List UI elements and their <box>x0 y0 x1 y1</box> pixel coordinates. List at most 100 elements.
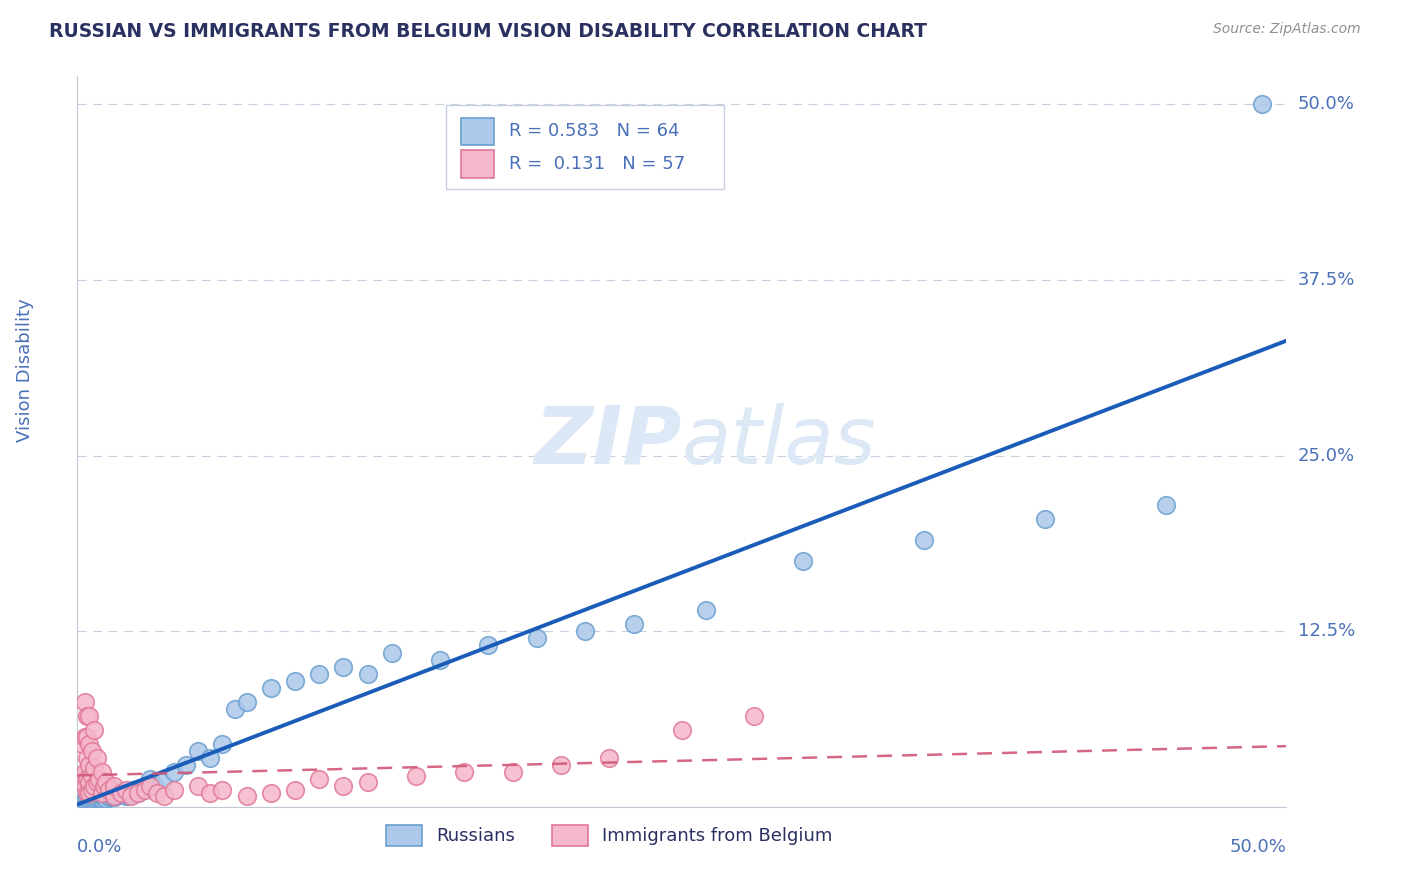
Text: 50.0%: 50.0% <box>1298 95 1354 113</box>
Text: R = 0.583   N = 64: R = 0.583 N = 64 <box>509 122 679 140</box>
Point <box>792 554 814 568</box>
Text: R =  0.131   N = 57: R = 0.131 N = 57 <box>509 155 685 173</box>
Point <box>110 786 132 800</box>
Point <box>100 781 122 797</box>
Point <box>356 666 378 681</box>
Point <box>83 779 105 793</box>
Text: RUSSIAN VS IMMIGRANTS FROM BELGIUM VISION DISABILITY CORRELATION CHART: RUSSIAN VS IMMIGRANTS FROM BELGIUM VISIO… <box>49 22 927 41</box>
Point <box>332 779 354 793</box>
Text: Source: ZipAtlas.com: Source: ZipAtlas.com <box>1213 22 1361 37</box>
Point <box>211 783 233 797</box>
Point <box>526 632 548 646</box>
Point <box>107 788 129 802</box>
Point <box>96 792 118 806</box>
Point <box>79 708 101 723</box>
Point <box>235 695 257 709</box>
Point <box>120 789 142 803</box>
Point <box>97 783 120 797</box>
Point <box>550 758 572 772</box>
Point <box>90 792 112 806</box>
Point <box>405 769 427 783</box>
Point <box>139 772 162 786</box>
Point <box>76 772 98 786</box>
Point <box>200 751 222 765</box>
Point <box>73 793 96 807</box>
Point <box>453 765 475 780</box>
Point <box>93 788 115 802</box>
Point <box>70 772 93 786</box>
Point <box>80 793 103 807</box>
Point <box>93 790 115 805</box>
Point <box>381 646 404 660</box>
Point <box>502 765 524 780</box>
Point <box>150 775 173 789</box>
Text: Vision Disability: Vision Disability <box>15 298 34 442</box>
Point <box>671 723 693 737</box>
Point <box>308 772 330 786</box>
Point <box>477 639 499 653</box>
Point <box>146 786 169 800</box>
Point <box>122 783 145 797</box>
Point <box>86 789 108 803</box>
Point <box>76 786 98 800</box>
Point <box>211 737 233 751</box>
Point <box>90 786 112 800</box>
Point <box>356 775 378 789</box>
Point <box>86 775 108 789</box>
Point <box>90 789 112 803</box>
Point <box>73 779 96 793</box>
Point <box>87 786 110 800</box>
Point <box>284 783 307 797</box>
Point <box>79 758 101 772</box>
Point <box>103 790 125 805</box>
Point <box>87 792 110 806</box>
FancyBboxPatch shape <box>461 151 495 178</box>
Point <box>83 723 105 737</box>
Point <box>174 758 197 772</box>
Point <box>96 775 118 789</box>
Point <box>120 786 142 800</box>
Point <box>308 666 330 681</box>
Point <box>86 751 108 765</box>
Point <box>96 785 118 799</box>
Point <box>93 779 115 793</box>
Text: 12.5%: 12.5% <box>1298 623 1355 640</box>
Point <box>73 765 96 780</box>
Text: 50.0%: 50.0% <box>1230 838 1286 855</box>
Point <box>153 789 176 803</box>
Point <box>695 603 717 617</box>
Point <box>134 783 156 797</box>
Point <box>87 772 110 786</box>
Point <box>117 788 139 802</box>
Point <box>235 789 257 803</box>
Point <box>79 793 101 807</box>
Point <box>598 751 620 765</box>
Point <box>1033 512 1056 526</box>
Point <box>76 730 98 744</box>
Legend: Russians, Immigrants from Belgium: Russians, Immigrants from Belgium <box>378 818 839 853</box>
Point <box>332 659 354 673</box>
Point <box>224 702 246 716</box>
Point <box>80 769 103 783</box>
Point <box>574 624 596 639</box>
Point <box>114 789 136 803</box>
Text: ZIP: ZIP <box>534 402 682 481</box>
FancyBboxPatch shape <box>461 118 495 145</box>
Point <box>86 793 108 807</box>
Point <box>83 761 105 775</box>
Point <box>70 737 93 751</box>
Point <box>79 775 101 789</box>
Text: atlas: atlas <box>682 402 877 481</box>
Point <box>110 786 132 800</box>
Point <box>912 533 935 547</box>
Point <box>103 789 125 803</box>
Point <box>100 789 122 803</box>
Point <box>1154 498 1177 512</box>
Point <box>200 786 222 800</box>
Point <box>429 652 451 666</box>
Point <box>76 792 98 806</box>
Point <box>131 781 153 797</box>
Point <box>83 790 105 805</box>
Point <box>1251 97 1274 112</box>
Point <box>163 765 186 780</box>
